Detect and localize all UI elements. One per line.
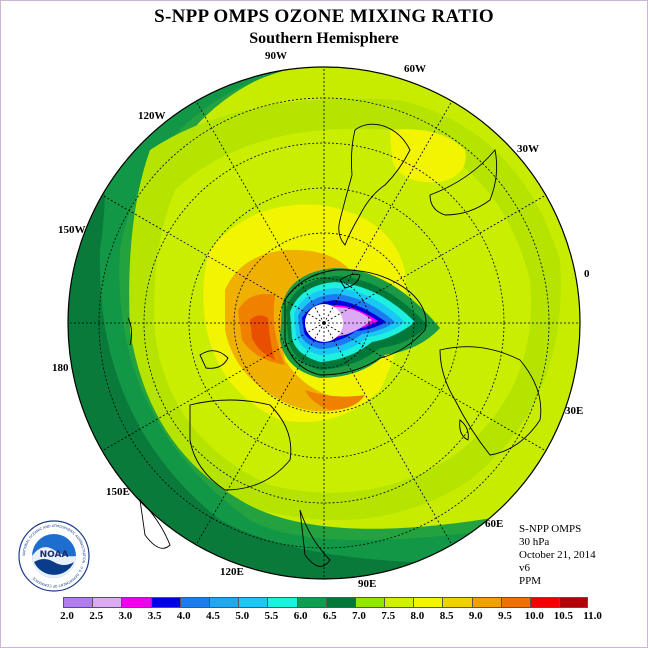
lon-label-150w: 150W (58, 224, 86, 236)
legend-swatch (179, 597, 209, 608)
lon-label-30e: 30E (565, 405, 584, 417)
noaa-logo-icon: NATIONAL OCEANIC AND ATMOSPHERIC ADMINIS… (18, 520, 90, 592)
legend-swatch (500, 597, 530, 608)
legend-swatch (92, 597, 122, 608)
legend-swatch (384, 597, 414, 608)
legend-swatch (413, 597, 443, 608)
legend-swatch (63, 597, 93, 608)
legend-tick-label: 7.5 (381, 610, 396, 622)
graticule (68, 67, 580, 579)
color-scale-labels: 2.0 2.5 3.0 3.5 4.0 4.5 5.0 5.5 6.0 6.5 7.0 7.5 8.0 8… (0, 610, 648, 624)
legend-tick-label: 3.0 (118, 610, 133, 622)
legend-tick-label: 5.0 (235, 610, 250, 622)
legend-swatch (150, 597, 180, 608)
legend-tick-label: 5.5 (264, 610, 279, 622)
lon-label-0: 0 (584, 268, 590, 280)
lon-label-150e: 150E (106, 486, 130, 498)
lon-label-120w: 120W (138, 110, 166, 122)
map-title: S-NPP OMPS OZONE MIXING RATIO (154, 6, 494, 27)
legend-tick-label: 4.0 (176, 610, 191, 622)
info-instrument: S-NPP OMPS (519, 523, 582, 535)
info-units: PPM (519, 575, 542, 587)
lon-label-120e: 120E (220, 566, 244, 578)
legend-tick-label: 6.0 (293, 610, 308, 622)
legend-swatch (296, 597, 326, 608)
legend-swatch (559, 597, 589, 608)
lon-label-60e: 60E (485, 518, 504, 530)
lon-label-90e: 90E (358, 578, 377, 590)
color-scale-bar (63, 597, 589, 608)
legend-tick-label: 2.5 (89, 610, 104, 622)
lon-label-60w: 60W (404, 63, 426, 75)
logo-text: NOAA (40, 550, 69, 560)
lon-label-30w: 30W (517, 143, 539, 155)
coastlines (127, 123, 542, 567)
ozone-field (68, 67, 580, 579)
legend-tick-label: 9.5 (498, 610, 512, 622)
legend-tick-label: 10.0 (524, 610, 544, 622)
info-date: October 21, 2014 (519, 549, 596, 561)
map-border (67, 66, 581, 580)
legend-tick-label: 4.5 (206, 610, 220, 622)
legend-tick-label: 11.0 (583, 610, 602, 622)
info-level: 30 hPa (519, 536, 550, 548)
legend-swatch (121, 597, 151, 608)
legend-tick-label: 9.0 (468, 610, 483, 622)
legend-swatch (471, 597, 501, 608)
lon-label-180: 180 (52, 362, 69, 374)
legend-swatch (354, 597, 385, 608)
legend-tick-label: 3.5 (147, 610, 162, 622)
legend-tick-label: 7.0 (352, 610, 366, 622)
product-info: S-NPP OMPS 30 hPa October 21, 2014 v6 PP… (519, 523, 596, 588)
legend-swatch (208, 597, 239, 608)
legend-tick-label: 6.5 (322, 610, 337, 622)
legend-tick-label: 10.5 (553, 610, 574, 622)
info-version: v6 (519, 562, 530, 574)
legend-tick-label: 8.5 (439, 610, 454, 622)
lon-label-90w: 90W (265, 50, 287, 62)
legend-swatch (238, 597, 268, 608)
map-subtitle: Southern Hemisphere (249, 30, 399, 47)
legend-swatch (267, 597, 297, 608)
legend-swatch (442, 597, 472, 608)
legend-swatch (530, 597, 560, 608)
legend-tick-label: 8.0 (410, 610, 425, 622)
legend-swatch (325, 597, 355, 608)
legend-tick-label: 2.0 (60, 610, 74, 622)
